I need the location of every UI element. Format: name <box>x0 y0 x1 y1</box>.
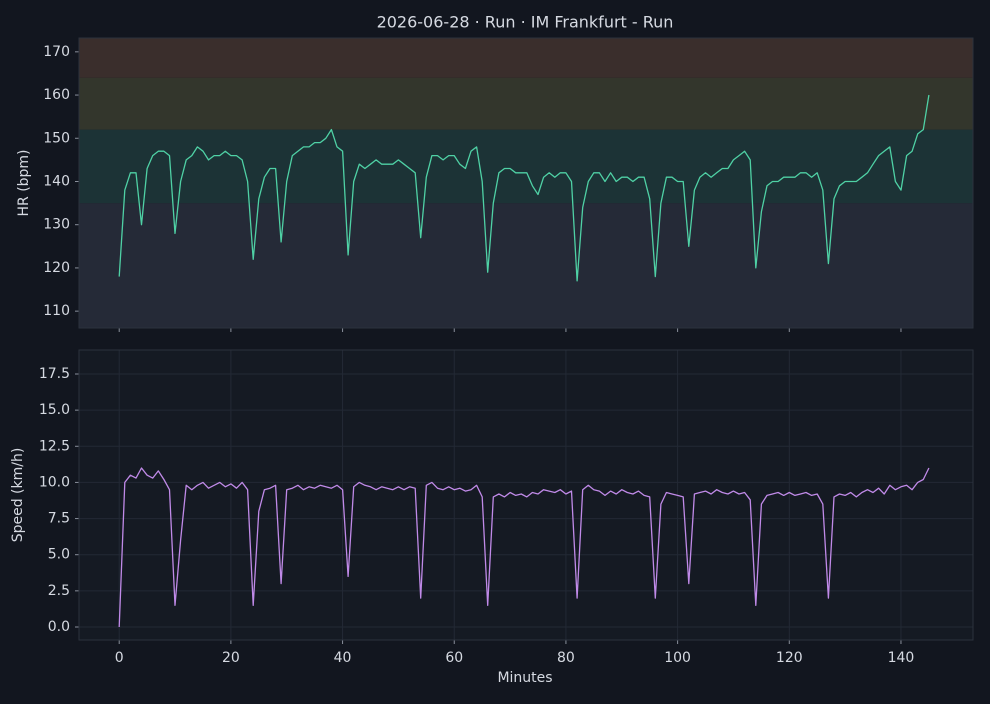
y-tick-label: 7.5 <box>48 511 70 527</box>
chart-title: 2026-06-28 · Run · IM Frankfurt - Run <box>377 13 674 32</box>
plot-frame <box>78 349 974 641</box>
y-tick-label: 110 <box>43 303 70 319</box>
x-axis-label: Minutes <box>497 670 552 686</box>
x-tick-label: 0 <box>115 650 124 666</box>
x-tick-label: 140 <box>888 650 915 666</box>
y-tick-label: 17.5 <box>39 366 70 382</box>
x-tick-label: 20 <box>222 650 240 666</box>
y-tick-label: 140 <box>43 173 70 189</box>
y-tick-label: 10.0 <box>39 474 70 490</box>
x-tick-label: 40 <box>334 650 352 666</box>
hr-zone <box>79 203 973 328</box>
y-tick-label: 120 <box>43 260 70 276</box>
x-tick-label: 60 <box>445 650 463 666</box>
plot-area <box>79 350 973 640</box>
plot-frame <box>78 37 974 329</box>
y-tick-label: 5.0 <box>48 547 70 563</box>
y-axis-label: HR (bpm) <box>16 149 32 216</box>
y-tick-label: 150 <box>43 130 70 146</box>
hr-zone <box>79 77 973 130</box>
y-tick-label: 15.0 <box>39 402 70 418</box>
y-tick-label: 0.0 <box>48 619 70 635</box>
y-tick-label: 170 <box>43 44 70 60</box>
hr-zone <box>79 129 973 204</box>
y-tick-label: 12.5 <box>39 438 70 454</box>
y-tick-label: 160 <box>43 87 70 103</box>
data-line <box>118 467 930 628</box>
y-axis-label: Speed (km/h) <box>10 448 26 543</box>
x-tick-label: 120 <box>776 650 803 666</box>
hr-zone <box>79 38 973 78</box>
x-tick-label: 80 <box>557 650 575 666</box>
data-line <box>118 94 930 282</box>
y-tick-label: 130 <box>43 217 70 233</box>
x-tick-label: 100 <box>664 650 691 666</box>
y-tick-label: 2.5 <box>48 583 70 599</box>
